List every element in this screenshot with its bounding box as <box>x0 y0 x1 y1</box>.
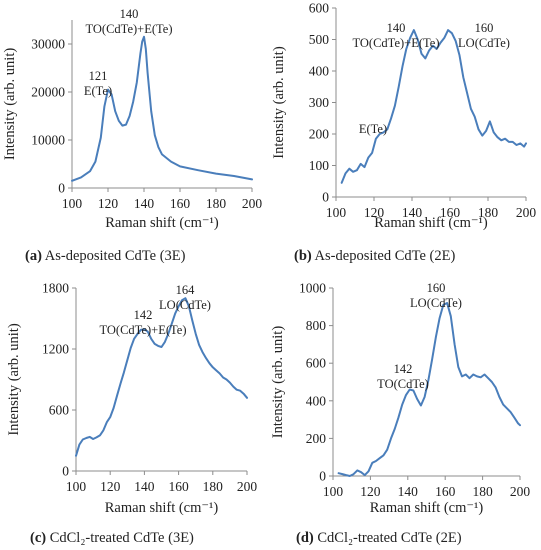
y-tick-label: 10000 <box>31 133 65 148</box>
y-tick-label: 0 <box>62 464 69 479</box>
peak-annotation: 160 LO(CdTe) <box>410 281 462 310</box>
y-tick-label: 20000 <box>31 85 65 100</box>
x-axis-label: Raman shift (cm⁻¹) <box>105 500 219 516</box>
x-tick-label: 100 <box>323 484 344 499</box>
x-tick-label: 140 <box>402 205 423 220</box>
x-tick-label: 160 <box>168 479 189 494</box>
raman-spectrum-line <box>337 302 521 477</box>
x-tick-label: 100 <box>62 196 83 211</box>
x-tick-label: 100 <box>326 205 347 220</box>
x-tick-label: 180 <box>472 484 493 499</box>
peak-annotation: 142 TO(CdTe)+E(Te) <box>100 308 187 337</box>
y-tick-label: 0 <box>58 181 65 196</box>
x-tick-label: 160 <box>440 205 461 220</box>
y-tick-label: 200 <box>309 127 330 142</box>
x-tick-label: 180 <box>478 205 499 220</box>
x-tick-label: 140 <box>134 479 155 494</box>
x-tick-label: 140 <box>398 484 419 499</box>
panel-caption: (a) As-deposited CdTe (3E) <box>25 248 186 264</box>
y-tick-label: 400 <box>309 64 330 79</box>
panel-d: 0 200 400 600 800 1000 100 120 140 160 180 200 Raman… <box>270 281 530 547</box>
x-tick-label: 200 <box>516 205 537 220</box>
y-tick-label: 0 <box>322 190 329 205</box>
peak-annotation: 140 TO(CdTe)+E(Te) <box>353 21 440 50</box>
x-tick-label: 200 <box>237 479 258 494</box>
peak-annotation: E(Te) <box>359 122 387 136</box>
x-tick-label: 120 <box>100 479 121 494</box>
y-tick-label: 600 <box>49 403 70 418</box>
peak-annotation: 164 LO(CdTe) <box>159 283 211 312</box>
panel-a: 0 10000 20000 30000 100 120 140 160 180 200 Raman … <box>2 7 262 264</box>
x-axis-label: Raman shift (cm⁻¹) <box>374 215 488 231</box>
y-tick-label: 30000 <box>31 37 65 52</box>
panel-c: 0 600 1200 1800 100 120 140 160 180 200 Raman shif… <box>6 281 257 547</box>
y-tick-label: 200 <box>306 431 327 446</box>
raman-spectrum-line <box>340 29 527 184</box>
x-axis-label: Raman shift (cm⁻¹) <box>370 500 484 516</box>
peak-annotation: 142 TO(CdTe) <box>377 362 429 391</box>
x-tick-label: 180 <box>206 196 227 211</box>
y-axis-label: Intensity (arb. unit) <box>271 46 287 159</box>
panel-caption: (d) CdCl₂-treated CdTe (2E) <box>296 530 462 546</box>
y-tick-label: 400 <box>306 393 327 408</box>
y-axis-label: Intensity (arb. unit) <box>6 323 22 436</box>
y-tick-label: 1200 <box>42 342 69 357</box>
panel-caption: (c) CdCl₂-treated CdTe (3E) <box>30 530 194 546</box>
x-tick-label: 160 <box>435 484 456 499</box>
x-tick-label: 120 <box>360 484 381 499</box>
y-axis-label: Intensity (arb. unit) <box>270 326 286 439</box>
y-axis-label: Intensity (arb. unit) <box>2 48 18 161</box>
x-tick-label: 120 <box>364 205 385 220</box>
raman-spectrum-line <box>75 297 248 457</box>
peak-annotation: 121 E(Te) <box>84 69 112 98</box>
y-tick-label: 600 <box>306 356 327 371</box>
peak-annotation: 140 TO(CdTe)+E(Te) <box>86 7 173 36</box>
x-tick-label: 200 <box>242 196 263 211</box>
x-axis-label: Raman shift (cm⁻¹) <box>105 215 219 231</box>
x-tick-label: 180 <box>203 479 224 494</box>
y-tick-label: 1000 <box>299 281 326 296</box>
y-tick-label: 500 <box>309 32 330 47</box>
x-tick-label: 140 <box>134 196 155 211</box>
peak-annotation: 160 LO(CdTe) <box>458 21 510 50</box>
raman-spectrum-line <box>71 35 253 182</box>
y-tick-label: 300 <box>309 95 330 110</box>
x-tick-label: 100 <box>66 479 87 494</box>
x-tick-label: 200 <box>510 484 531 499</box>
y-tick-label: 600 <box>309 1 330 16</box>
x-tick-label: 120 <box>98 196 119 211</box>
panel-caption: (b) As-deposited CdTe (2E) <box>294 248 455 264</box>
y-tick-label: 0 <box>319 469 326 484</box>
y-tick-label: 100 <box>309 158 330 173</box>
y-tick-label: 800 <box>306 318 327 333</box>
y-tick-label: 1800 <box>42 281 69 296</box>
x-tick-label: 160 <box>170 196 191 211</box>
